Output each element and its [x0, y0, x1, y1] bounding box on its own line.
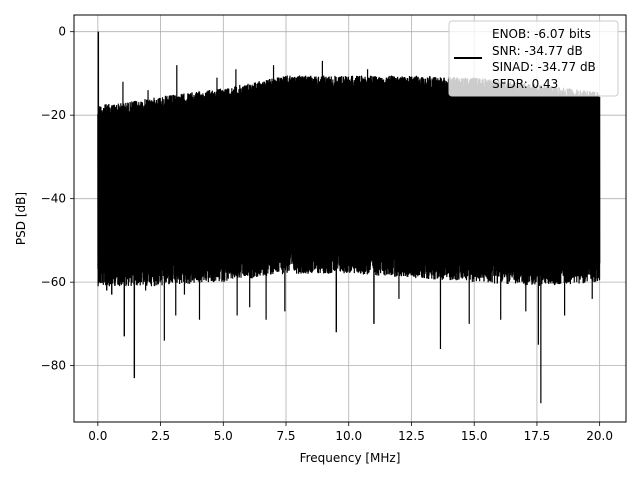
legend-sinad: SINAD: -34.77 dB [492, 60, 596, 74]
plot-area [97, 31, 601, 404]
x-tick-label: 5.0 [214, 429, 233, 443]
psd-series-line [97, 31, 601, 404]
legend: ENOB: -6.07 bits SNR: -34.77 dB SINAD: -… [448, 20, 619, 97]
y-tick-label: −80 [41, 359, 66, 373]
y-axis-label: PSD [dB] [14, 192, 28, 245]
ticks: 0.0 2.5 5.0 7.5 10.0 12.5 15.0 17.5 20.0 0 −20 −40 −… [41, 25, 613, 443]
legend-sfdr: SFDR: 0.43 [492, 77, 558, 91]
legend-box [448, 20, 619, 97]
y-tick-label: −60 [41, 275, 66, 289]
x-tick-label: 12.5 [398, 429, 425, 443]
x-tick-label: 7.5 [276, 429, 295, 443]
legend-snr: SNR: -34.77 dB [492, 44, 583, 58]
x-tick-label: 0.0 [88, 429, 107, 443]
x-tick-label: 17.5 [524, 429, 551, 443]
x-tick-label: 20.0 [586, 429, 613, 443]
y-tick-label: −20 [41, 108, 66, 122]
y-tick-label: −40 [41, 192, 66, 206]
axes-frame [73, 14, 627, 423]
legend-enob: ENOB: -6.07 bits [492, 27, 591, 41]
x-tick-label: 10.0 [335, 429, 362, 443]
x-tick-label: 15.0 [461, 429, 488, 443]
y-tick-label: 0 [58, 25, 66, 39]
x-axis-label: Frequency [MHz] [300, 451, 401, 465]
x-tick-label: 2.5 [151, 429, 170, 443]
